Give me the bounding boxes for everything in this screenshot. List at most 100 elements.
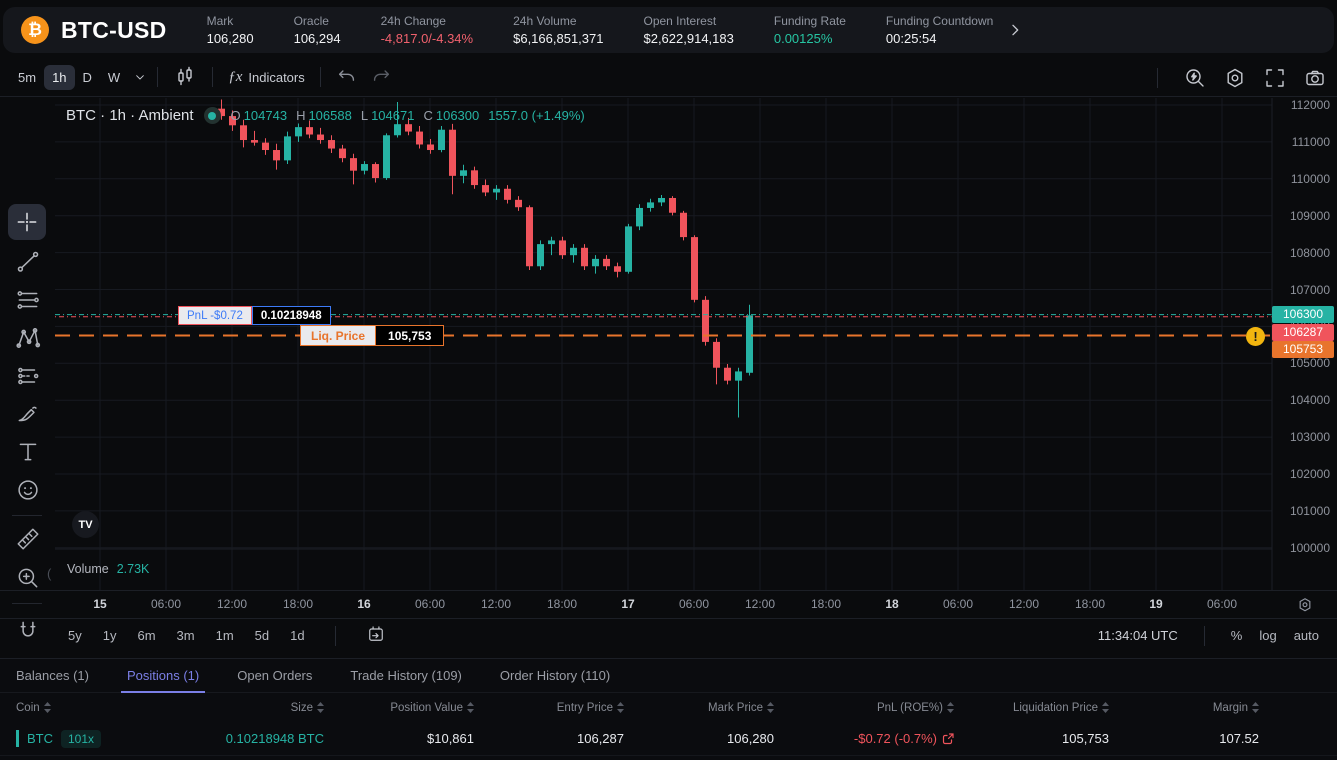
candle-body [218,108,225,117]
col-size[interactable]: Size [164,702,324,714]
fullscreen-icon[interactable] [1263,66,1287,90]
interval-dropdown-chevron-icon[interactable] [132,69,148,85]
panel-tabs: Balances (1) Positions (1) Open Orders T… [0,659,1337,693]
indicators-button[interactable]: ƒx Indicators [222,65,311,90]
col-coin[interactable]: Coin [16,702,164,714]
liquidation-warning-icon[interactable]: ! [1246,327,1265,346]
candle-body [482,185,489,193]
table-row[interactable]: BTC 101x 0.10218948 BTC $10,861 106,287 … [0,722,1337,756]
emoji-tool-button[interactable] [15,477,41,508]
tab-positions[interactable]: Positions (1) [120,659,206,693]
price-axis-tick: 110000 [1290,171,1330,186]
candle-body [614,266,621,272]
pnl-line-label[interactable]: PnL -$0.72 0.10218948 [178,306,331,325]
stat-value: 00:25:54 [885,31,937,46]
time-axis-label: 06:00 [942,597,974,611]
sort-icon [1252,702,1259,713]
zoom-in-tool-button[interactable] [15,565,41,596]
xabcd-pattern-tool-button[interactable] [15,325,41,356]
liq-price-label: Liq. Price [301,326,377,345]
candle-body [295,127,302,137]
redo-button[interactable] [364,62,398,92]
measure-tool-button[interactable] [15,526,41,557]
divider [12,603,42,604]
time-axis-label: 17 [621,597,635,611]
candle-body [394,124,401,136]
brush-tool-button[interactable] [15,401,41,432]
candle-body [372,164,379,179]
candle-body [515,199,522,208]
candle-body [636,207,643,227]
range-1m[interactable]: 1m [215,628,234,643]
col-margin[interactable]: Margin [1109,702,1259,714]
toolbar-collapse-handle[interactable]: ( [47,566,52,581]
open-value: 104743 [243,108,288,123]
axis-settings-icon[interactable] [1295,595,1315,620]
range-5d[interactable]: 5d [254,628,270,643]
crosshair-tool-button[interactable] [8,204,46,240]
go-to-date-icon[interactable] [366,624,386,647]
range-1d[interactable]: 1d [290,628,305,643]
interval-1h[interactable]: 1h [44,64,75,90]
auto-scale-button[interactable]: auto [1293,628,1319,643]
settings-icon[interactable] [1223,66,1247,90]
candle-body [262,142,269,151]
legend-title[interactable]: BTC · 1h · Ambient [66,107,194,124]
price-axis[interactable]: 1120001110001100001090001080001070001060… [1272,98,1337,618]
divider [157,67,159,87]
candle-body [251,140,258,143]
price-axis-tick: 109000 [1289,208,1330,223]
pnl-external-link-icon[interactable] [942,732,954,745]
magnet-tool-button[interactable] [15,618,41,649]
candle-body [306,127,313,135]
col-mark-price[interactable]: Mark Price [624,702,774,714]
low-value: 104671 [371,108,415,123]
high-label: H [296,108,306,123]
range-1y[interactable]: 1y [102,628,117,643]
tv-glyph: TV [78,518,93,531]
range-6m[interactable]: 6m [137,628,156,643]
candle-body [625,226,632,272]
trend-line-tool-button[interactable] [15,249,41,280]
interval-1d[interactable]: D [82,69,92,85]
tab-open-orders[interactable]: Open Orders [237,668,313,683]
candle-body [592,258,599,267]
range-buttons: 5y 1y 6m 3m 1m 5d 1d [68,624,386,647]
tab-order-history[interactable]: Order History (110) [499,668,611,683]
undo-button[interactable] [330,62,364,92]
candle-body [603,258,610,267]
tradingview-logo[interactable]: TV [72,511,99,538]
tab-balances[interactable]: Balances (1) [16,668,89,683]
candle-body [328,140,335,149]
stat-label: Oracle [293,14,329,28]
range-5y[interactable]: 5y [68,628,82,643]
interval-1w[interactable]: W [107,69,121,85]
symbol-title[interactable]: BTC-USD [61,16,167,43]
chart-style-button[interactable] [167,61,203,93]
liquidation-line-label[interactable]: Liq. Price 105,753 [300,325,445,346]
chevron-right-icon[interactable] [1007,22,1023,38]
long-position-tool-button[interactable] [15,363,41,394]
candlestick-chart[interactable] [0,98,1337,658]
interval-5m[interactable]: 5m [18,69,37,85]
clock-utc[interactable]: 11:34:04 UTC [1097,628,1178,643]
series-visibility-icon[interactable] [203,107,221,124]
percent-scale-button[interactable]: % [1230,628,1243,643]
tab-trade-history[interactable]: Trade History (109) [350,668,462,683]
col-pnl[interactable]: PnL (ROE%) [774,702,954,714]
sort-icon [947,702,954,713]
text-tool-button[interactable] [15,439,41,470]
candle-body [317,134,324,141]
log-scale-button[interactable]: log [1259,628,1277,643]
fib-retracement-tool-button[interactable] [15,287,41,318]
candle-body [658,197,665,203]
col-position-value[interactable]: Position Value [324,702,474,714]
time-axis[interactable]: 15 06:00 12:00 18:00 16 06:00 12:00 18:00 17 06:0… [0,590,1337,618]
quick-search-icon[interactable] [1183,66,1207,90]
col-liquidation-price[interactable]: Liquidation Price [954,702,1109,714]
camera-icon[interactable] [1303,66,1327,90]
time-axis-label: 06:00 [414,597,446,611]
range-3m[interactable]: 3m [176,628,195,643]
candle-body [669,197,676,213]
col-entry-price[interactable]: Entry Price [474,702,624,714]
